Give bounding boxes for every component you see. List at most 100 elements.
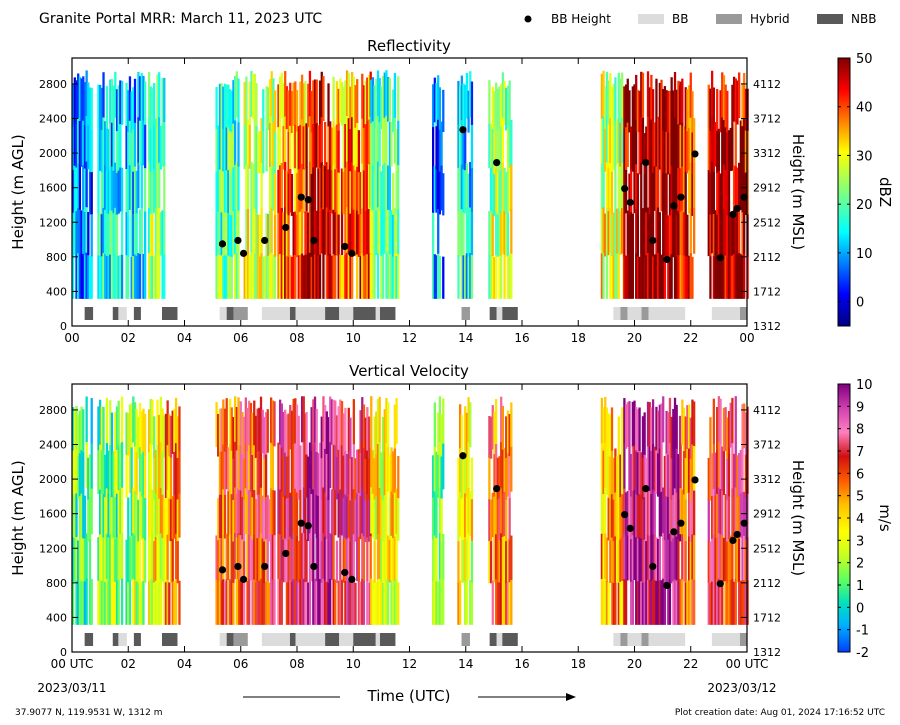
heatmap-cell xyxy=(115,131,119,174)
heatmap-cell xyxy=(294,254,297,299)
x-tick-label: 14 xyxy=(458,657,473,671)
heatmap-cell xyxy=(432,212,435,257)
heatmap-cell xyxy=(246,119,250,165)
heatmap-cell xyxy=(135,408,138,453)
heatmap-cell xyxy=(731,212,734,257)
heatmap-cell xyxy=(493,256,496,299)
heatmap-cell xyxy=(354,170,357,214)
heatmap-cell xyxy=(73,538,76,582)
heatmap-cell xyxy=(80,493,83,538)
heatmap-cell xyxy=(151,489,154,535)
heatmap-cell xyxy=(711,538,714,583)
heatmap-cell xyxy=(679,124,682,169)
heatmap-cell xyxy=(645,212,648,256)
heatmap-cell xyxy=(609,253,612,299)
heatmap-cell xyxy=(397,498,400,541)
heatmap-cell xyxy=(117,170,120,214)
heatmap-cell xyxy=(158,207,161,254)
heatmap-cell xyxy=(505,541,508,584)
heatmap-cell xyxy=(707,84,710,128)
heatmap-cell xyxy=(493,174,496,217)
heatmap-cell xyxy=(285,414,289,457)
heatmap-cell xyxy=(140,163,143,209)
heatmap-cell xyxy=(624,127,628,171)
heatmap-cell xyxy=(164,455,168,499)
heatmap-cell xyxy=(380,452,383,496)
heatmap-cell xyxy=(80,406,83,451)
heatmap-cell xyxy=(253,400,256,446)
heatmap-cell xyxy=(133,254,137,299)
heatmap-cell xyxy=(80,450,83,495)
bb-height-point xyxy=(261,562,269,571)
heatmap-cell xyxy=(693,535,696,581)
heatmap-cell xyxy=(357,449,361,494)
heatmap-cell xyxy=(282,125,285,170)
heatmap-cell xyxy=(488,211,491,256)
heatmap-cell xyxy=(687,170,691,214)
heatmap-cell xyxy=(339,399,342,446)
heatmap-cell xyxy=(741,212,744,256)
heatmap-cell xyxy=(322,441,325,488)
heatmap-cell xyxy=(243,458,246,501)
heatmap-cell xyxy=(349,213,352,257)
heatmap-cell xyxy=(393,72,397,119)
heatmap-cell xyxy=(628,256,631,299)
heatmap-cell xyxy=(308,207,312,254)
heatmap-cell xyxy=(610,494,614,539)
bb-height-point xyxy=(626,524,634,532)
heatmap-cell xyxy=(648,535,651,581)
heatmap-cell xyxy=(330,170,334,214)
heatmap-cell xyxy=(717,487,721,534)
heatmap-cell xyxy=(510,253,513,299)
heatmap-cell xyxy=(633,534,636,581)
heatmap-cell xyxy=(612,126,615,171)
legend-marker-bb-height xyxy=(524,15,532,23)
x-tick-label: 00 UTC xyxy=(51,657,94,671)
heatmap-cell xyxy=(218,126,222,171)
heatmap-cell xyxy=(85,207,88,254)
heatmap-cell xyxy=(677,496,680,540)
heatmap-cell xyxy=(491,86,494,130)
heatmap-cell xyxy=(655,406,658,451)
heatmap-cell xyxy=(125,212,128,256)
heatmap-cell xyxy=(493,496,496,540)
heatmap-cell xyxy=(317,168,320,213)
heatmap-cell xyxy=(707,212,710,257)
heatmap-cell xyxy=(268,166,272,212)
heatmap-cell xyxy=(383,72,386,119)
heatmap-cell xyxy=(85,161,88,208)
heatmap-cell xyxy=(636,214,640,258)
heatmap-cell xyxy=(370,79,373,124)
heatmap-cell xyxy=(114,454,117,498)
heatmap-cell xyxy=(607,167,610,212)
y-tick-label: 0 xyxy=(60,320,67,333)
heatmap-cell xyxy=(109,400,112,446)
heatmap-cell xyxy=(294,398,297,444)
heatmap-cell xyxy=(132,256,135,299)
heatmap-cell xyxy=(80,580,83,625)
heatmap-cell xyxy=(329,254,332,299)
heatmap-cell xyxy=(432,84,435,128)
heatmap-cell xyxy=(470,582,474,625)
heatmap-cell xyxy=(292,443,295,490)
legend-label-nbb: NBB xyxy=(851,12,876,26)
heatmap-cell xyxy=(667,539,670,583)
heatmap-cell xyxy=(294,81,297,126)
heatmap-cell xyxy=(636,256,640,299)
heatmap-cell xyxy=(287,413,290,457)
heatmap-cell xyxy=(709,256,712,299)
heatmap-cell xyxy=(312,399,315,445)
heatmap-cell xyxy=(292,255,295,299)
bb-height-point xyxy=(304,522,312,530)
heatmap-cell xyxy=(641,582,645,625)
heatmap-cell xyxy=(719,443,722,490)
heatmap-cell xyxy=(305,454,308,498)
heatmap-cell xyxy=(433,491,436,537)
heatmap-cell xyxy=(254,540,258,584)
bb-height-point xyxy=(239,249,248,257)
heatmap-cell xyxy=(392,256,395,299)
heatmap-cell xyxy=(342,129,345,173)
heatmap-cell xyxy=(392,89,395,132)
heatmap-cell xyxy=(712,171,715,215)
heatmap-cell xyxy=(738,207,741,254)
